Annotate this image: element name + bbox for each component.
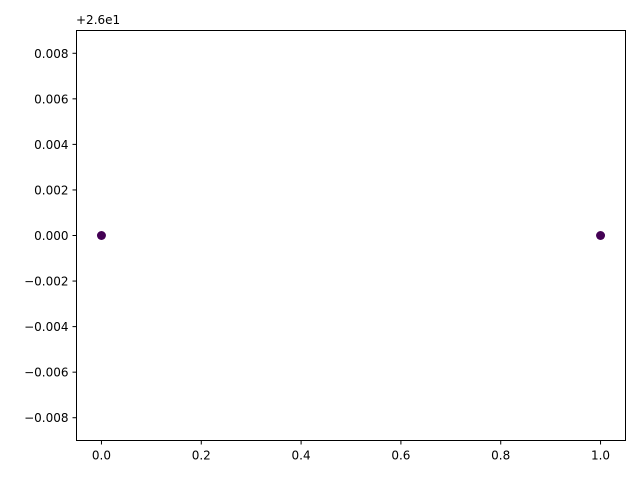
x-tick-label: 0.4 bbox=[292, 449, 311, 463]
scatter-point bbox=[96, 231, 106, 240]
y-axis-offset-label: +2.6e1 bbox=[76, 13, 120, 27]
x-tick-label: 0.6 bbox=[391, 449, 410, 463]
x-axis: 0.0 0.2 0.4 0.6 0.8 1.0 bbox=[92, 440, 610, 463]
y-tick-label: 0.008 bbox=[34, 47, 68, 61]
scatter-point bbox=[596, 231, 606, 240]
y-tick-label: −0.004 bbox=[24, 320, 68, 334]
x-tick-label: 0.0 bbox=[92, 449, 111, 463]
y-tick-label: −0.002 bbox=[24, 275, 68, 289]
x-tick-label: 0.2 bbox=[192, 449, 211, 463]
axes-frame bbox=[76, 30, 626, 441]
scatter-points bbox=[96, 231, 606, 240]
x-tick-label: 0.8 bbox=[491, 449, 510, 463]
y-tick-label: 0.004 bbox=[34, 138, 68, 152]
y-tick-label: −0.008 bbox=[24, 411, 68, 425]
y-axis: −0.008 −0.006 −0.004 −0.002 0.000 0.002 0.004 0… bbox=[24, 47, 77, 425]
y-tick-label: 0.006 bbox=[34, 92, 68, 106]
y-tick-label: 0.002 bbox=[34, 183, 68, 197]
y-tick-label: −0.006 bbox=[24, 366, 68, 380]
x-tick-label: 1.0 bbox=[591, 449, 610, 463]
y-tick-label: 0.000 bbox=[34, 229, 68, 243]
